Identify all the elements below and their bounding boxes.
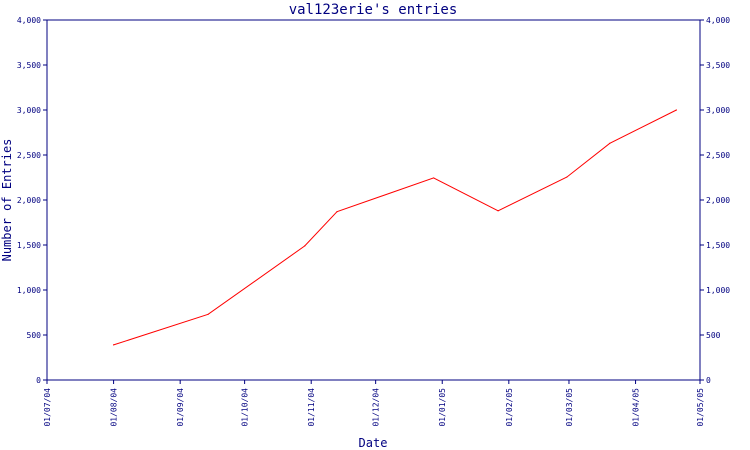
y-tick-label-right: 3,000 bbox=[706, 106, 730, 115]
x-tick-label: 01/10/04 bbox=[241, 388, 250, 427]
x-axis: 01/07/04 01/08/04 01/09/04 01/10/04 01/11/04… bbox=[43, 380, 705, 427]
y-tick-label-right: 4,000 bbox=[706, 16, 730, 25]
series-layer bbox=[112, 109, 677, 346]
data-point bbox=[112, 344, 115, 346]
chart-title: val123erie's entries bbox=[289, 2, 458, 18]
y-tick-label-left: 3,500 bbox=[17, 61, 41, 70]
y-tick-label-left: 3,000 bbox=[17, 106, 41, 115]
x-tick-label: 01/12/04 bbox=[372, 388, 381, 427]
x-axis-label: Date bbox=[359, 436, 388, 450]
data-point bbox=[336, 211, 338, 213]
y-axis-right: 0 500 1,000 1,500 2,000 2,500 3,000 3,500 4,000 bbox=[700, 16, 730, 385]
y-tick-label-right: 500 bbox=[706, 331, 721, 340]
x-tick-label: 01/08/04 bbox=[110, 388, 119, 427]
x-tick-label: 01/02/05 bbox=[505, 388, 514, 427]
y-axis-left: 0 500 1,000 1,500 2,000 2,500 3,000 3,500 4,000 bbox=[17, 16, 47, 385]
data-point bbox=[433, 177, 435, 179]
y-axis-label: Number of Entries bbox=[0, 139, 14, 262]
x-tick-label: 01/05/05 bbox=[696, 388, 705, 427]
data-point bbox=[566, 176, 568, 178]
y-tick-label-left: 1,000 bbox=[17, 286, 41, 295]
data-point bbox=[304, 245, 306, 247]
y-tick-label-left: 4,000 bbox=[17, 16, 41, 25]
plot-frame bbox=[46, 19, 701, 381]
y-tick-label-right: 1,000 bbox=[706, 286, 730, 295]
x-tick-label: 01/03/05 bbox=[565, 388, 574, 427]
y-tick-label-left: 0 bbox=[36, 376, 41, 385]
x-tick-label: 01/04/05 bbox=[632, 388, 641, 427]
y-tick-label-right: 0 bbox=[706, 376, 711, 385]
y-tick-label-left: 500 bbox=[27, 331, 42, 340]
y-tick-label-left: 1,500 bbox=[17, 241, 41, 250]
y-tick-label-right: 2,000 bbox=[706, 196, 730, 205]
y-tick-label-right: 3,500 bbox=[706, 61, 730, 70]
x-tick-label: 01/11/04 bbox=[307, 388, 316, 427]
y-tick-label-left: 2,500 bbox=[17, 151, 41, 160]
x-tick-label: 01/09/04 bbox=[176, 388, 185, 427]
y-tick-label-right: 2,500 bbox=[706, 151, 730, 160]
y-tick-label-right: 1,500 bbox=[706, 241, 730, 250]
data-point bbox=[675, 109, 677, 111]
y-tick-label-left: 2,000 bbox=[17, 196, 41, 205]
data-point bbox=[207, 313, 209, 315]
data-point bbox=[609, 142, 611, 144]
entries-series-line bbox=[113, 109, 677, 346]
data-point bbox=[497, 210, 499, 212]
x-tick-label: 01/01/05 bbox=[438, 388, 447, 427]
x-tick-label: 01/07/04 bbox=[43, 388, 52, 427]
